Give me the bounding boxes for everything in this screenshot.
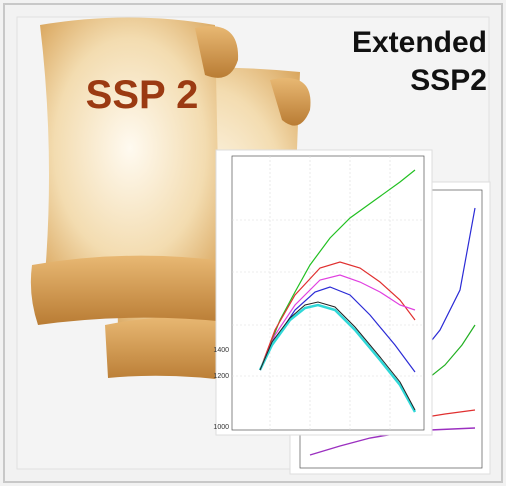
title-line: Extended [352,26,487,59]
y-tick-label: 1000 [213,424,229,431]
frame [3,3,503,483]
scroll-label: SSP 2 [86,73,199,117]
y-tick-label: 1400 [213,347,229,354]
y-tick-label: 1200 [213,373,229,380]
title-line: SSP2 [410,64,487,97]
tick-labels: 1400 1200 1000 [213,347,229,431]
scroll-front [30,17,239,325]
chart-front [215,149,433,436]
